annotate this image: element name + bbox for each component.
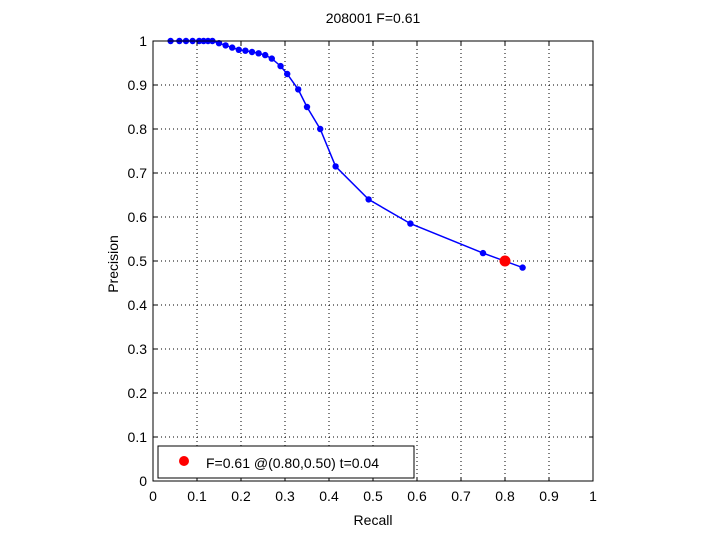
- data-point: [317, 125, 324, 133]
- y-tick-label: 1: [139, 33, 147, 49]
- x-tick-label: 0.7: [451, 488, 471, 504]
- data-point: [215, 40, 223, 47]
- legend-box: [157, 445, 415, 479]
- data-point: [303, 103, 311, 111]
- x-tick-label: 0.2: [231, 488, 251, 504]
- data-point: [295, 86, 302, 93]
- data-point: [248, 48, 256, 56]
- data-point: [365, 196, 372, 203]
- y-tick-label: 0.8: [128, 121, 148, 137]
- chart-title: 208001 F=0.61: [326, 10, 421, 26]
- data-point: [229, 44, 236, 51]
- data-point: [277, 62, 284, 70]
- data-point: [262, 51, 269, 59]
- x-tick-label: 0.9: [539, 488, 559, 504]
- y-tick-label: 0.2: [128, 385, 148, 401]
- x-tick-label: 1: [589, 488, 597, 504]
- x-tick-label: 0.8: [495, 488, 515, 504]
- legend: F=0.61 @(0.80,0.50) t=0.04: [157, 445, 415, 479]
- x-tick-label: 0.3: [275, 488, 295, 504]
- y-tick-label: 0.5: [128, 253, 148, 269]
- y-tick-label: 0.1: [128, 429, 148, 445]
- tick-marks: [152, 40, 594, 482]
- x-tick-label: 0: [149, 488, 157, 504]
- x-axis-label: Recall: [354, 512, 393, 528]
- y-tick-labels: 0 0.1 0.2 0.3 0.4 0.5 0.6 0.7 0.8 0.9 1: [128, 33, 148, 489]
- data-point: [407, 220, 414, 227]
- y-tick-label: 0.9: [128, 77, 148, 93]
- y-tick-label: 0: [139, 473, 147, 489]
- y-tick-label: 0.4: [128, 297, 148, 313]
- x-tick-label: 0.6: [407, 488, 427, 504]
- data-point: [479, 249, 487, 257]
- data-point: [222, 42, 229, 49]
- legend-label: F=0.61 @(0.80,0.50) t=0.04: [206, 455, 379, 471]
- x-tick-labels: 0 0.1 0.2 0.3 0.4 0.5 0.6 0.7 0.8 0.9 1: [149, 488, 597, 504]
- x-tick-label: 0.4: [319, 488, 339, 504]
- data-point: [519, 264, 526, 271]
- data-point: [242, 47, 249, 54]
- x-tick-label: 0.5: [363, 488, 383, 504]
- data-point: [235, 46, 242, 53]
- y-axis-label: Precision: [105, 235, 121, 293]
- legend-marker: [179, 456, 189, 466]
- y-tick-label: 0.6: [128, 209, 148, 225]
- best-f-point: [499, 255, 511, 267]
- data-point: [268, 55, 275, 62]
- data-point: [284, 70, 291, 78]
- data-point: [332, 163, 339, 170]
- y-tick-label: 0.3: [128, 341, 148, 357]
- y-tick-label: 0.7: [128, 165, 148, 181]
- data-point: [255, 50, 262, 57]
- x-tick-label: 0.1: [187, 488, 207, 504]
